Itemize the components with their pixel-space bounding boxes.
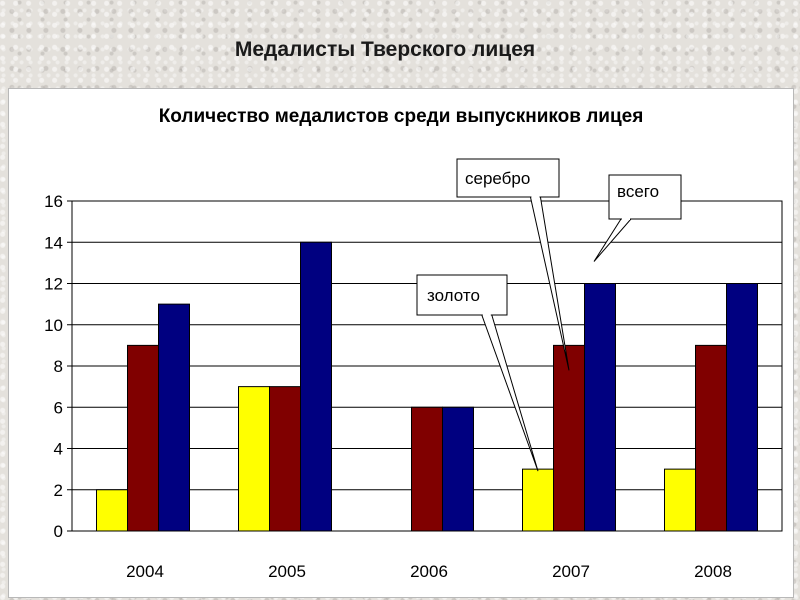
y-tick-label: 2: [54, 481, 63, 500]
callout-pointer-золото: [481, 314, 539, 472]
series-callouts: золото серебро всего: [416, 158, 682, 472]
bar-серебро-2007: [553, 344, 585, 532]
bar-всего-2006: [442, 406, 474, 532]
bar-серебро-2005: [269, 386, 301, 532]
callout-label-всего: всего: [617, 182, 659, 201]
y-tick-label: 8: [54, 357, 63, 376]
y-tick-label: 10: [44, 316, 63, 335]
callout-label-золото: золото: [427, 286, 480, 305]
chart-title: Количество медалистов среди выпускников …: [159, 106, 644, 127]
bar-золото-2005: [238, 386, 270, 532]
bar-серебро-2006: [411, 406, 443, 532]
y-tick-label: 6: [54, 398, 63, 417]
x-tick-label: 2006: [410, 562, 448, 581]
callout-box-всего: [608, 174, 682, 220]
x-tick-label: 2004: [126, 562, 164, 581]
bar-всего-2004: [158, 303, 190, 532]
y-tick-label: 14: [44, 233, 63, 252]
bar-золото-2007: [522, 468, 554, 532]
x-tick-label: 2007: [552, 562, 590, 581]
axes: 0 2 4 6 8 10 12 14 16 2004 2005 2006 2007 2008: [44, 192, 783, 581]
bar-золото-2008: [664, 468, 696, 532]
callout-box-золото: [416, 274, 508, 316]
bar-серебро-2004: [127, 344, 159, 532]
bar-серебро-2008: [695, 344, 727, 532]
callout-box-серебро: [456, 158, 560, 198]
x-tick-label: 2008: [694, 562, 732, 581]
callout-label-серебро: серебро: [465, 169, 530, 188]
y-tick-label: 4: [54, 440, 63, 459]
bar-всего-2008: [726, 283, 758, 532]
bar-всего-2005: [300, 241, 332, 532]
slide-title: Медалисты Тверского лицея: [234, 38, 536, 61]
plot-frame: [71, 200, 783, 532]
callout-pointer-всего: [593, 218, 633, 262]
x-tick-label: 2005: [268, 562, 306, 581]
bars: [96, 241, 758, 532]
y-tick-label: 12: [44, 275, 63, 294]
y-tick-label: 16: [44, 192, 63, 211]
bar-chart: Количество медалистов среди выпускников …: [44, 106, 783, 581]
y-tick-label: 0: [54, 522, 63, 541]
chart-panel: Количество медалистов среди выпускников …: [8, 88, 794, 598]
bar-золото-2004: [96, 489, 128, 532]
bar-всего-2007: [584, 283, 616, 532]
